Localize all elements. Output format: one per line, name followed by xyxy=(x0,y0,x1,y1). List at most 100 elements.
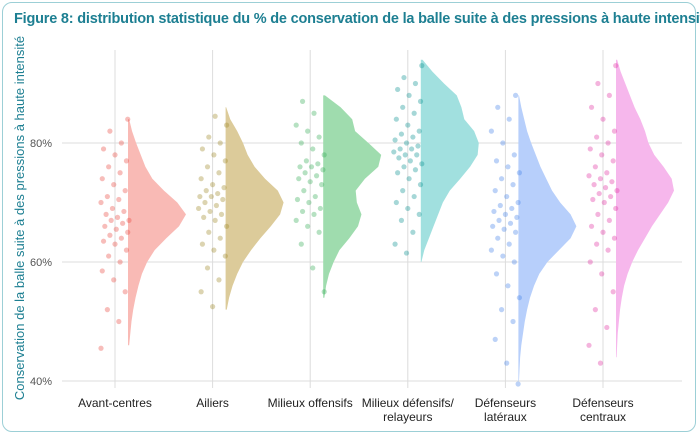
point xyxy=(590,196,596,203)
point xyxy=(393,116,399,122)
series xyxy=(98,116,186,351)
point xyxy=(601,199,607,206)
point xyxy=(516,170,523,176)
point xyxy=(596,190,602,197)
point xyxy=(587,146,593,152)
point xyxy=(410,134,416,140)
point xyxy=(516,295,523,301)
point xyxy=(591,182,597,188)
point xyxy=(515,199,521,206)
point xyxy=(600,116,606,122)
point xyxy=(398,131,405,137)
point xyxy=(212,113,218,119)
x-tick-label: Défenseurs centraux xyxy=(572,396,634,424)
point xyxy=(505,283,511,289)
point xyxy=(488,247,494,253)
point xyxy=(510,318,516,325)
point xyxy=(419,63,425,69)
point xyxy=(594,134,600,140)
point xyxy=(307,179,313,185)
point xyxy=(609,179,615,185)
point xyxy=(299,98,306,104)
point xyxy=(405,122,411,128)
point xyxy=(392,137,398,143)
point xyxy=(204,164,211,170)
point xyxy=(403,140,410,146)
point xyxy=(604,324,610,331)
point xyxy=(221,185,227,191)
point xyxy=(608,193,614,200)
chart-title: Figure 8: distribution statistique du % … xyxy=(14,11,700,27)
point xyxy=(512,229,519,235)
point xyxy=(592,307,598,313)
point xyxy=(514,214,520,220)
y-tick-label: 80% xyxy=(30,138,52,150)
point xyxy=(118,235,124,241)
point xyxy=(315,161,321,167)
point xyxy=(107,128,113,134)
point xyxy=(401,164,407,170)
point xyxy=(305,128,311,134)
point xyxy=(586,173,592,179)
point xyxy=(217,140,223,146)
point xyxy=(396,155,402,161)
point xyxy=(310,265,316,271)
point xyxy=(121,208,127,215)
point xyxy=(210,182,216,188)
density-area xyxy=(420,59,479,263)
point xyxy=(296,176,302,182)
point xyxy=(488,128,494,134)
point xyxy=(98,199,104,206)
point xyxy=(206,134,212,140)
point xyxy=(406,176,412,182)
point xyxy=(122,289,128,295)
point xyxy=(515,381,521,387)
point xyxy=(198,289,204,295)
series xyxy=(586,59,674,366)
point xyxy=(419,161,425,167)
density-area xyxy=(225,107,284,310)
point xyxy=(407,158,413,164)
x-tick-label: Défenseurs latéraux xyxy=(474,396,537,424)
point xyxy=(395,170,401,176)
point xyxy=(613,205,619,212)
point xyxy=(107,232,113,238)
point xyxy=(614,188,620,194)
point xyxy=(406,92,412,98)
point xyxy=(213,202,220,209)
point xyxy=(217,235,223,241)
point xyxy=(410,229,416,235)
point xyxy=(320,167,326,173)
point xyxy=(311,110,317,116)
point xyxy=(100,238,107,244)
point xyxy=(208,193,214,200)
point xyxy=(500,140,506,146)
point xyxy=(104,307,110,313)
point xyxy=(416,128,422,134)
point xyxy=(402,152,408,158)
point xyxy=(103,211,109,217)
point xyxy=(504,193,510,200)
point xyxy=(210,304,216,310)
point xyxy=(206,229,212,235)
point xyxy=(606,217,612,223)
point xyxy=(495,235,501,241)
point xyxy=(216,170,222,176)
point xyxy=(412,80,419,87)
point xyxy=(599,271,605,277)
point xyxy=(116,196,122,203)
point xyxy=(586,342,592,348)
point xyxy=(403,250,410,256)
series xyxy=(391,59,479,263)
point xyxy=(317,205,323,212)
point xyxy=(321,152,327,158)
point xyxy=(395,86,401,93)
point xyxy=(411,110,417,116)
point xyxy=(198,176,204,182)
point xyxy=(391,149,397,155)
point xyxy=(99,176,105,182)
point xyxy=(490,223,496,229)
point xyxy=(595,211,601,217)
